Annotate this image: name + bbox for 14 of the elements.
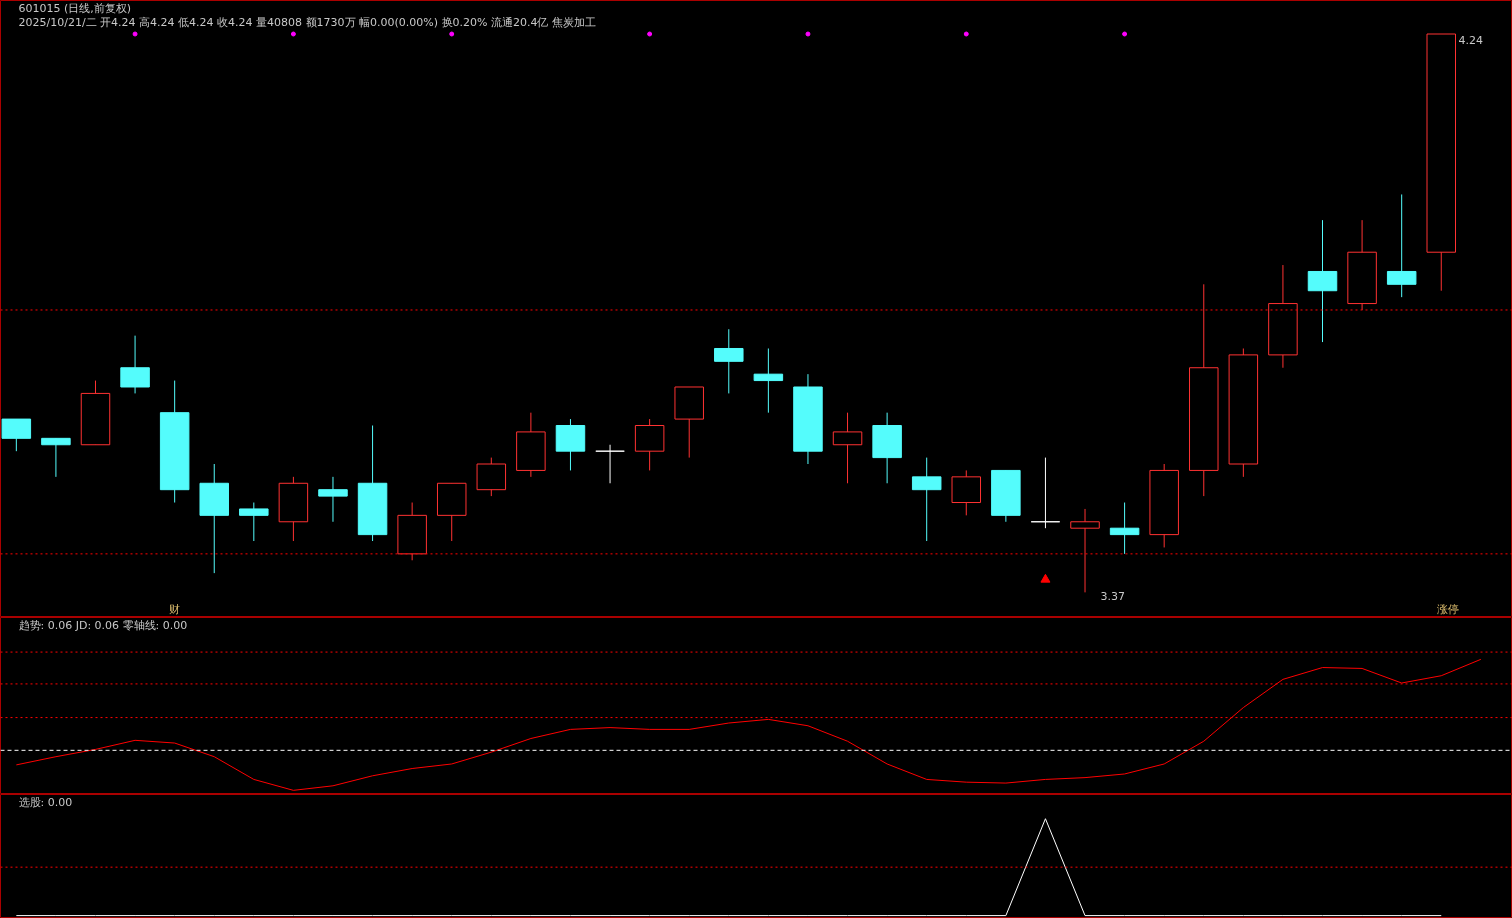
chart-title: 趋势: 0.06 JD: 0.06 零轴线: 0.00	[18, 618, 188, 632]
chart-title: 选股: 0.00	[18, 795, 73, 809]
candlestick	[753, 347, 784, 414]
chart-title: 601015 (日线,前复权)	[18, 1, 132, 15]
candlestick	[239, 502, 269, 542]
text: 涨停	[1436, 602, 1459, 616]
candlestick	[595, 444, 625, 484]
chart-subtitle: 2025/10/21/二 开4.24 高4.24 低4.24 收4.24 量40808 额1730万 幅0.00(0.00%) 换0.20% 流通20.4亿 焦炭加工	[18, 15, 596, 29]
annotation: 4.24	[1458, 33, 1483, 47]
candlestick	[1030, 457, 1061, 529]
text: 财	[168, 602, 180, 616]
candlestick	[1070, 508, 1100, 593]
annotation: 3.37	[1100, 589, 1125, 603]
candlestick	[1109, 502, 1140, 555]
